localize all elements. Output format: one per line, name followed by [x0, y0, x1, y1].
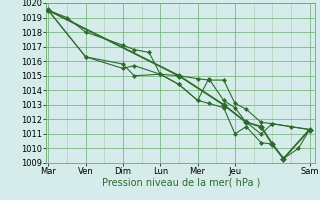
X-axis label: Pression niveau de la mer( hPa ): Pression niveau de la mer( hPa ) [102, 178, 260, 188]
